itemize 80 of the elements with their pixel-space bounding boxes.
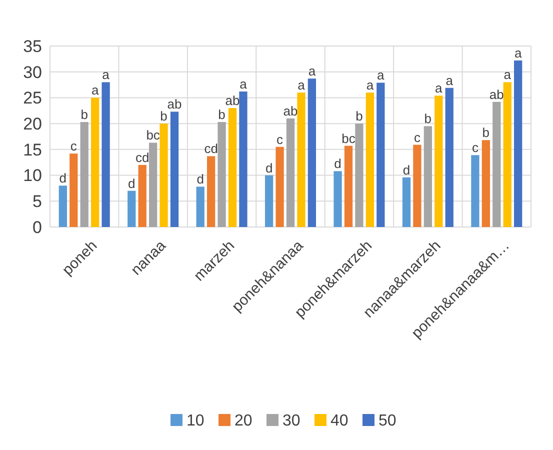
bar — [218, 122, 226, 227]
bar — [286, 118, 295, 227]
legend-label: 40 — [330, 412, 348, 430]
data-label: b — [160, 108, 168, 124]
data-label: d — [334, 156, 342, 172]
bar — [160, 124, 168, 227]
bar — [334, 171, 342, 227]
y-tick-label: 15 — [23, 140, 42, 160]
bar — [492, 102, 501, 227]
y-tick-label: 25 — [23, 88, 42, 108]
data-label: d — [59, 170, 67, 186]
data-label: a — [366, 78, 374, 93]
data-label: a — [377, 68, 386, 83]
data-label: a — [102, 67, 110, 82]
bar — [503, 82, 512, 227]
data-label: d — [196, 172, 204, 187]
legend-label: 20 — [234, 412, 252, 430]
data-label: c — [70, 138, 78, 154]
bar — [170, 112, 179, 227]
data-label: c — [472, 140, 479, 156]
bar — [471, 155, 480, 227]
data-label: b — [218, 107, 226, 122]
data-label: a — [435, 80, 444, 96]
bar — [344, 146, 353, 227]
bar — [308, 78, 316, 227]
data-label: cd — [135, 150, 150, 165]
data-label: a — [446, 72, 454, 88]
data-label: b — [424, 111, 432, 126]
data-label: c — [414, 130, 421, 145]
data-label: d — [265, 160, 273, 176]
legend-label: 50 — [378, 412, 396, 430]
bar — [228, 108, 237, 227]
data-label: b — [482, 125, 490, 140]
bar — [91, 98, 100, 227]
bar — [80, 122, 88, 227]
bar — [413, 144, 422, 227]
data-label: b — [356, 108, 363, 124]
y-tick-label: 35 — [23, 36, 42, 56]
bar — [239, 92, 248, 227]
data-label: d — [128, 176, 136, 191]
bar — [297, 92, 306, 227]
data-label: d — [402, 162, 410, 178]
data-label: bc — [342, 130, 356, 146]
bar — [138, 164, 146, 227]
bar — [70, 154, 78, 227]
bar — [424, 126, 432, 227]
bar — [445, 88, 454, 227]
bar — [196, 186, 204, 227]
data-label: a — [240, 76, 248, 92]
legend-label: 30 — [282, 412, 300, 430]
bar — [514, 60, 522, 227]
bar — [264, 175, 274, 227]
data-label: a — [514, 45, 522, 60]
legend-label: 10 — [186, 412, 204, 430]
bar — [402, 177, 411, 227]
bar — [376, 82, 385, 227]
bar — [206, 156, 216, 227]
data-label: cd — [204, 141, 218, 156]
bar — [482, 140, 490, 227]
y-tick-label: 10 — [23, 166, 42, 186]
bar — [58, 186, 67, 227]
data-label: ab — [167, 96, 182, 112]
bar — [149, 142, 158, 227]
data-label: a — [308, 64, 316, 79]
bar — [102, 82, 110, 227]
bar — [366, 92, 374, 227]
data-label: b — [80, 107, 88, 122]
data-label: a — [91, 82, 100, 98]
y-tick-label: 0 — [32, 218, 42, 237]
data-label: a — [298, 78, 306, 93]
bar — [355, 124, 364, 227]
bar — [276, 146, 284, 227]
data-label: a — [504, 67, 512, 82]
data-label: bc — [146, 128, 160, 143]
y-tick-label: 20 — [23, 114, 42, 134]
y-tick-label: 30 — [23, 62, 42, 82]
bar — [128, 190, 136, 227]
bar — [434, 96, 443, 227]
y-tick-label: 5 — [32, 192, 42, 212]
data-label: c — [276, 132, 284, 147]
